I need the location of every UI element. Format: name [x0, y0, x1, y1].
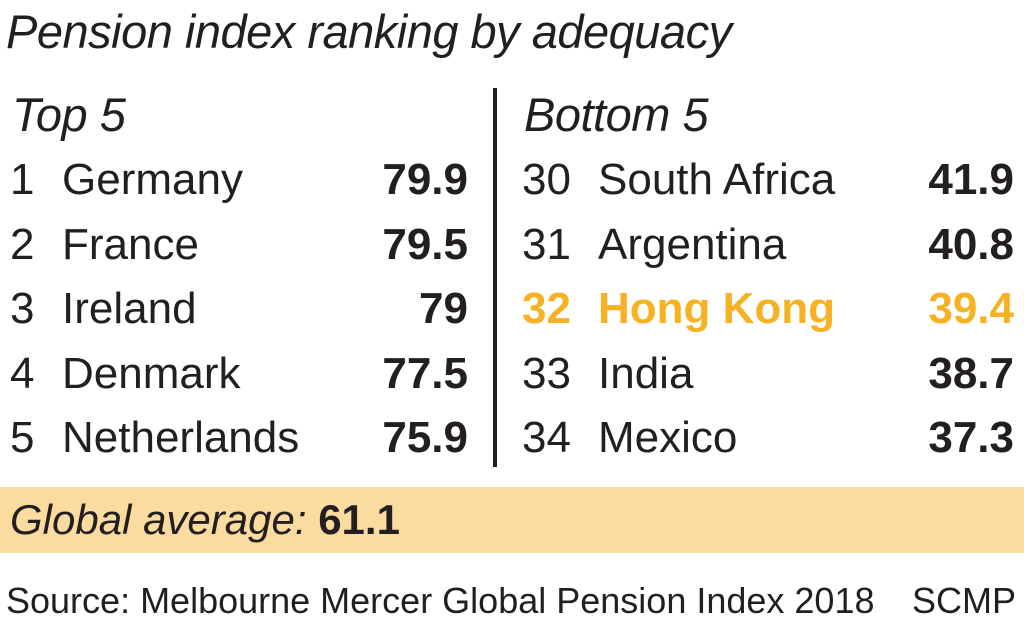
country-name: Netherlands: [62, 413, 300, 462]
rank-number: 2: [10, 219, 35, 269]
score-value: 38.7: [928, 348, 1014, 398]
country-name: Hong Kong: [598, 284, 836, 333]
global-average-band: Global average: 61.1: [0, 487, 1024, 553]
score-value: 41.9: [928, 155, 1014, 204]
column-divider: [493, 88, 497, 467]
country-name: France: [62, 219, 199, 269]
rank-number: 32: [522, 284, 571, 333]
rank-number: 1: [10, 155, 35, 204]
country-name: South Africa: [598, 155, 836, 204]
score-value: 39.4: [928, 284, 1014, 333]
rank-number: 31: [522, 219, 571, 269]
top-row: 4 Denmark 77.5: [10, 342, 468, 406]
top-row: 5 Netherlands 75.9: [10, 406, 468, 470]
score-value: 40.8: [928, 219, 1014, 269]
rank-number: 5: [10, 413, 35, 462]
country-name: Ireland: [62, 284, 197, 333]
bottom-row: 33 India 38.7: [522, 342, 1014, 406]
chart-title: Pension index ranking by adequacy: [6, 5, 732, 58]
global-average-text: Global average:: [10, 496, 307, 543]
top-row: 1 Germany 79.9: [10, 148, 468, 212]
source-note: Source: Melbourne Mercer Global Pension …: [6, 580, 875, 621]
score-value: 79.5: [382, 219, 468, 269]
top-heading: Top 5: [12, 88, 126, 141]
bottom-heading: Bottom 5: [524, 88, 709, 141]
rank-number: 33: [522, 348, 571, 398]
bottom-row: 32 Hong Kong 39.4: [522, 277, 1014, 341]
rank-number: 34: [522, 413, 571, 462]
country-name: Denmark: [62, 348, 241, 398]
score-value: 77.5: [382, 348, 468, 398]
bottom-row: 34 Mexico 37.3: [522, 406, 1014, 470]
country-name: Argentina: [598, 219, 787, 269]
bottom-row: 31 Argentina 40.8: [522, 213, 1014, 277]
country-name: Germany: [62, 155, 243, 204]
global-average-label: Global average: 61.1: [10, 487, 400, 553]
rank-number: 30: [522, 155, 571, 204]
top-row: 3 Ireland 79: [10, 277, 468, 341]
score-value: 37.3: [928, 413, 1014, 462]
score-value: 75.9: [382, 413, 468, 462]
rank-number: 4: [10, 348, 35, 398]
score-value: 79.9: [382, 155, 468, 204]
credit-label: SCMP: [911, 580, 1016, 621]
top-row: 2 France 79.5: [10, 213, 468, 277]
global-average-value: 61.1: [318, 496, 400, 543]
country-name: India: [598, 348, 694, 398]
country-name: Mexico: [598, 413, 738, 462]
bottom-row: 30 South Africa 41.9: [522, 148, 1014, 212]
rank-number: 3: [10, 284, 35, 333]
score-value: 79: [419, 284, 468, 333]
